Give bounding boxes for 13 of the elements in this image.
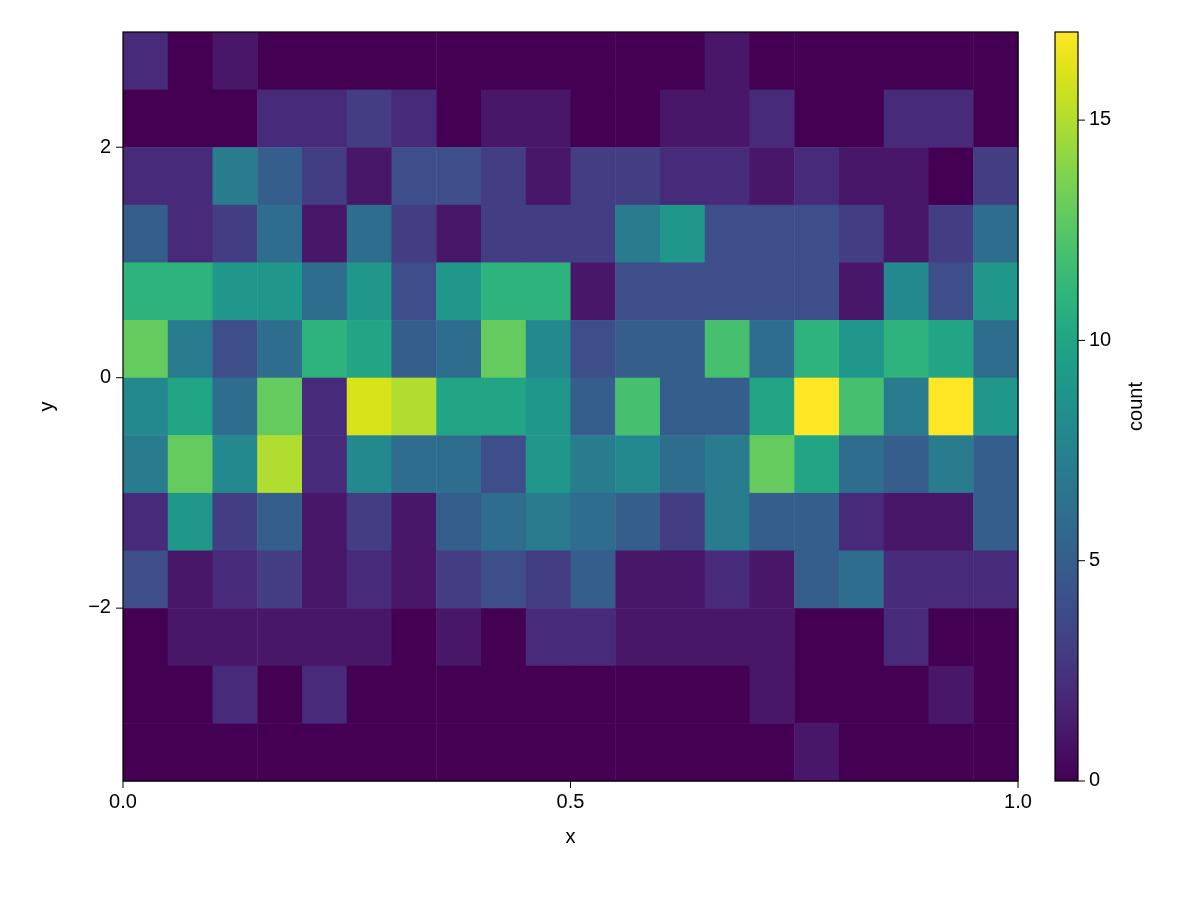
color-bar-label: 5 <box>1089 547 1101 570</box>
y-axis-title: y <box>35 401 57 412</box>
x-tick-label: 0.5 <box>556 790 585 812</box>
x-tick-label: 1.0 <box>1004 790 1032 812</box>
y-tick-label: 2 <box>99 134 111 157</box>
color-bar-label: 10 <box>1089 327 1112 350</box>
x-axis-title: x <box>565 825 576 847</box>
color-bar-label: 15 <box>1089 107 1112 130</box>
color-bar-title: count <box>1124 381 1146 431</box>
y-tick-label: −2 <box>88 595 111 618</box>
y-tick-label: 0 <box>99 364 111 387</box>
x-tick-label: 0.0 <box>109 790 137 812</box>
color-bar-label: 0 <box>1089 768 1101 791</box>
